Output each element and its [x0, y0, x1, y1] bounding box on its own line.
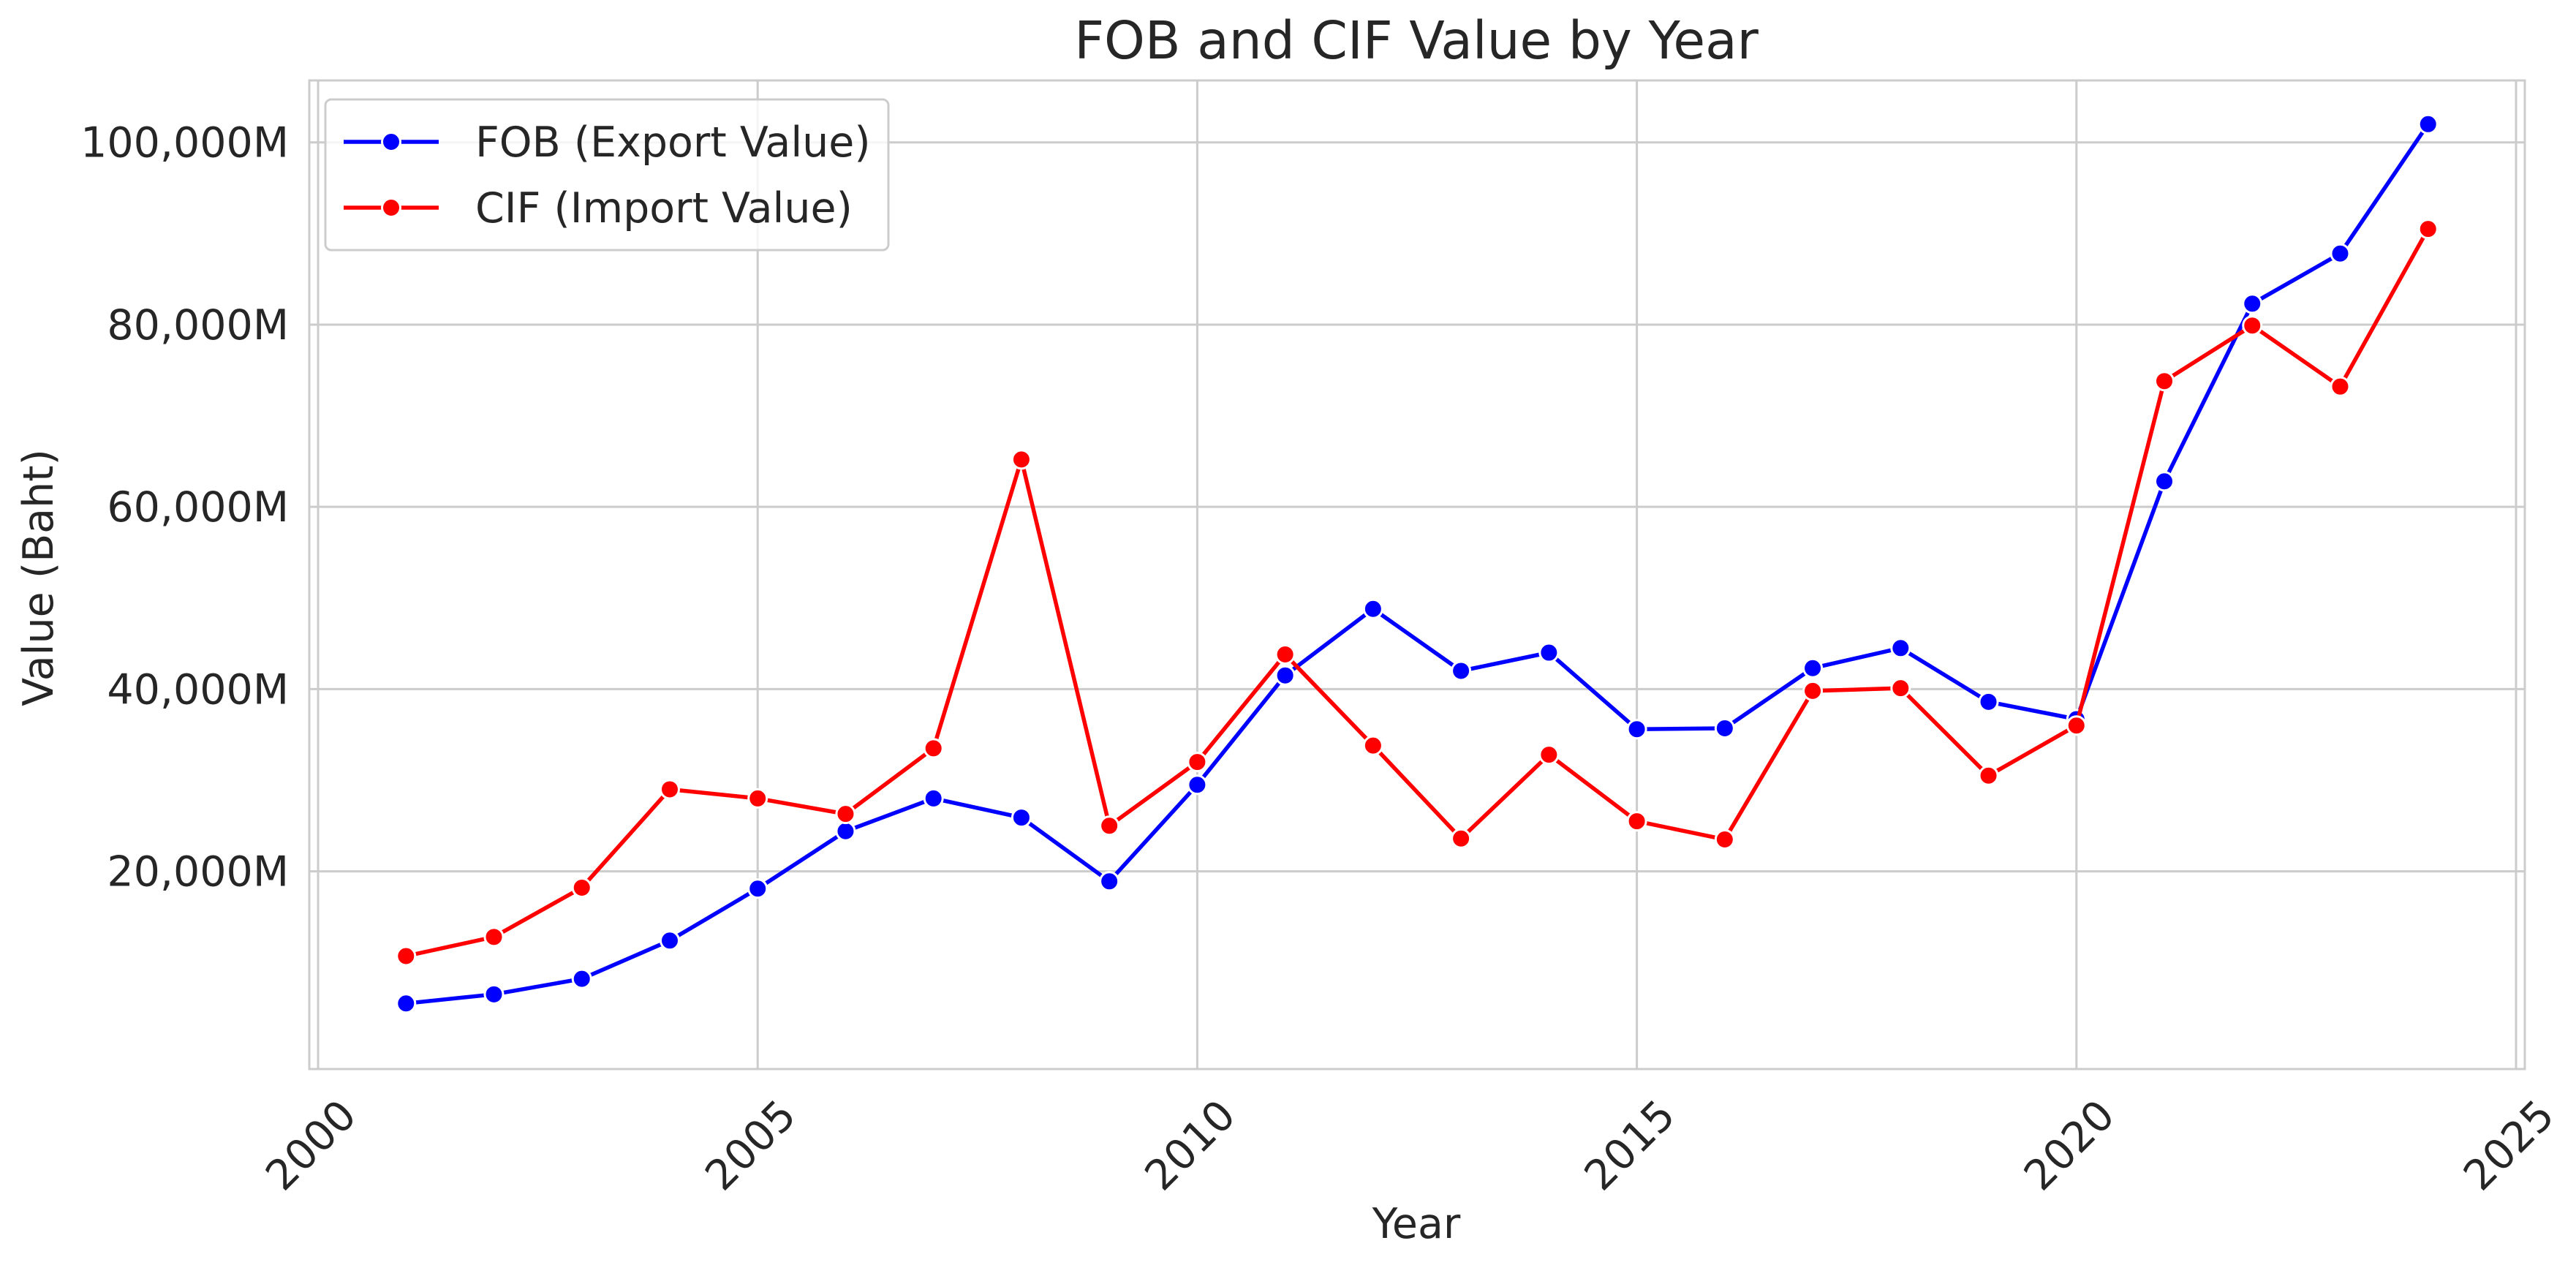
data-point — [1187, 774, 1208, 796]
data-point — [1274, 665, 1296, 686]
data-point — [659, 779, 680, 800]
series-layer — [396, 113, 2439, 1014]
legend-label: FOB (Export Value) — [475, 118, 871, 167]
legend: FOB (Export Value) CIF (Import Value) — [324, 98, 890, 252]
data-point — [1362, 735, 1383, 756]
data-point — [2066, 715, 2087, 736]
legend-label: CIF (Import Value) — [475, 184, 853, 233]
data-point — [1187, 752, 1208, 773]
data-point — [396, 945, 417, 967]
data-point — [1099, 871, 1120, 892]
data-point — [483, 926, 505, 948]
grid-layer — [309, 80, 2525, 1069]
series-cif — [396, 219, 2439, 967]
data-point — [1451, 660, 1472, 681]
data-point — [835, 804, 856, 825]
data-point — [2417, 113, 2439, 135]
y-tick-label: 60,000M — [107, 483, 289, 532]
y-tick-label: 40,000M — [107, 665, 289, 714]
data-point — [1626, 811, 1647, 832]
data-point — [1714, 828, 1735, 850]
legend-box — [324, 98, 890, 252]
data-point — [2330, 243, 2351, 264]
data-point — [1978, 765, 1999, 786]
data-point — [1890, 678, 1911, 699]
data-point — [396, 993, 417, 1014]
data-point — [659, 930, 680, 951]
data-point — [1802, 657, 1824, 679]
series-line — [404, 227, 2430, 959]
plot-frame — [308, 79, 2526, 1070]
x-axis-label: Year — [1372, 1200, 1461, 1248]
data-point — [483, 983, 505, 1005]
y-tick-label: 20,000M — [107, 848, 289, 896]
y-tick-label: 80,000M — [107, 301, 289, 350]
data-point — [1099, 815, 1120, 837]
data-point — [2154, 471, 2175, 492]
data-point — [1538, 744, 1560, 766]
data-point — [1978, 691, 1999, 712]
data-point — [571, 968, 592, 989]
data-point — [923, 788, 944, 809]
data-point — [2242, 293, 2263, 314]
data-point — [1714, 717, 1735, 739]
data-point — [747, 788, 768, 809]
series-fob — [396, 113, 2439, 1014]
chart-title: FOB and CIF Value by Year — [1074, 10, 1759, 71]
data-point — [1626, 719, 1647, 740]
data-point — [1011, 449, 1032, 470]
data-point — [2330, 376, 2351, 397]
data-point — [1362, 598, 1383, 619]
data-point — [2417, 219, 2439, 240]
data-point — [2242, 315, 2263, 336]
data-point — [1890, 638, 1911, 659]
legend-swatch-marker — [381, 132, 401, 152]
data-point — [1802, 680, 1824, 701]
y-tick-label: 100,000M — [80, 119, 289, 167]
data-point — [1451, 828, 1472, 849]
data-point — [1274, 644, 1296, 665]
series-line — [404, 122, 2430, 1006]
data-point — [1011, 807, 1032, 828]
legend-swatch-marker — [381, 197, 401, 218]
data-point — [923, 738, 944, 759]
data-point — [2154, 371, 2175, 392]
data-point — [747, 878, 768, 899]
data-point — [571, 877, 592, 899]
data-point — [835, 820, 856, 842]
y-axis-label: Value (Baht) — [15, 449, 63, 706]
data-point — [1538, 642, 1560, 663]
